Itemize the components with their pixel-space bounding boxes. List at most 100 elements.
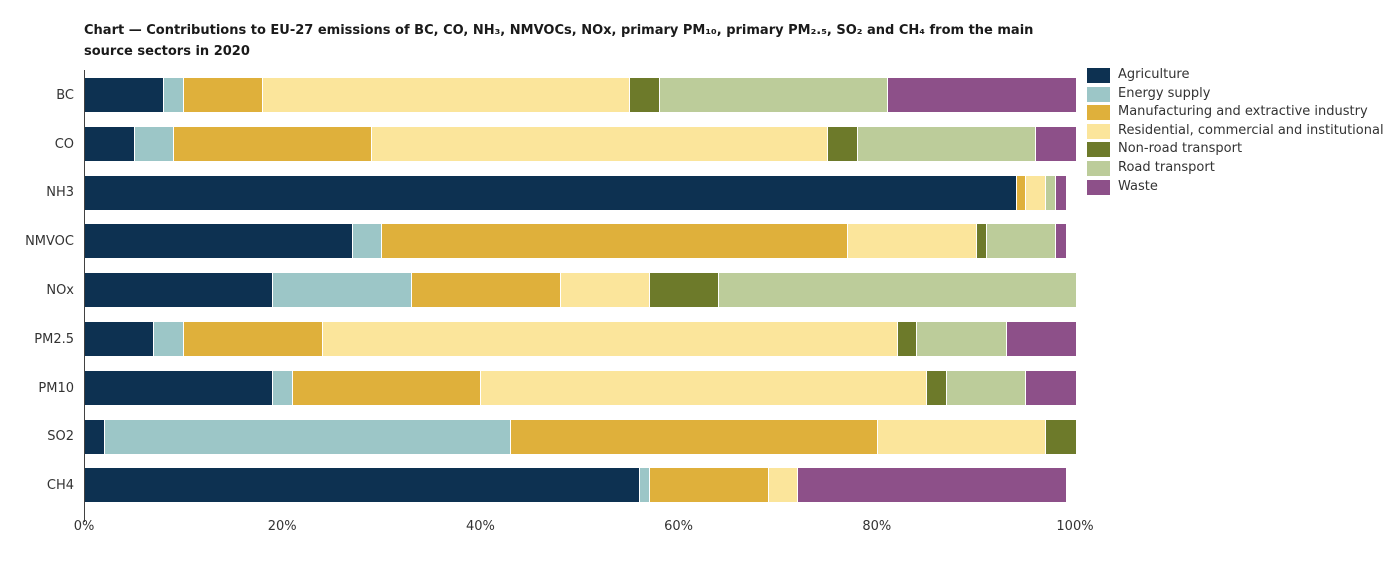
- bar-segment-co-road-transport[interactable]: [857, 126, 1037, 161]
- legend-swatch-energy-supply: [1087, 86, 1110, 102]
- legend-swatch-manufacturing-and-extractive-industry: [1087, 105, 1110, 121]
- bar-segment-nmvoc-waste[interactable]: [1056, 224, 1067, 259]
- bar-segment-bc-manufacturing-and-extractive-industry[interactable]: [184, 78, 264, 112]
- bar-segment-pm10-waste[interactable]: [1026, 370, 1076, 405]
- bar-segment-nox-agriculture[interactable]: [85, 273, 274, 308]
- bar-segment-bc-agriculture[interactable]: [85, 78, 165, 112]
- bar-row-ch4: CH4: [47, 461, 1075, 510]
- y-axis-label-nox: NOx: [46, 283, 74, 299]
- bar-segment-nh3-residential-commercial-and-institutional[interactable]: [1026, 175, 1047, 210]
- bar-row-co: CO: [55, 120, 1076, 169]
- x-axis-tick-label-0: 0%: [73, 519, 95, 534]
- legend-label-non-road-transport: Non-road transport: [1118, 141, 1243, 157]
- bar-segment-nh3-waste[interactable]: [1056, 175, 1067, 210]
- bar-segment-pm10-residential-commercial-and-institutional[interactable]: [481, 370, 928, 405]
- bar-segment-bc-waste[interactable]: [887, 78, 1076, 112]
- stacked-bar-pm10: [85, 370, 1076, 405]
- legend-item-residential-commercial-and-institutional[interactable]: Residential, commercial and institutiona…: [1087, 122, 1387, 141]
- bar-segment-so2-manufacturing-and-extractive-industry[interactable]: [511, 419, 878, 454]
- bar-segment-nox-non-road-transport[interactable]: [649, 273, 720, 308]
- bar-segment-bc-non-road-transport[interactable]: [630, 78, 660, 112]
- legend-swatch-road-transport: [1087, 160, 1110, 176]
- legend-label-agriculture: Agriculture: [1118, 67, 1190, 82]
- bar-segment-pm10-non-road-transport[interactable]: [927, 370, 948, 405]
- legend-item-manufacturing-and-extractive-industry[interactable]: Manufacturing and extractive industry: [1087, 103, 1387, 122]
- legend-item-non-road-transport[interactable]: Non-road transport: [1087, 140, 1387, 159]
- bar-segment-co-waste[interactable]: [1036, 126, 1076, 161]
- legend-item-road-transport[interactable]: Road transport: [1087, 159, 1387, 178]
- y-axis-label-bc: BC: [56, 87, 74, 103]
- bar-segment-nmvoc-manufacturing-and-extractive-industry[interactable]: [382, 224, 849, 259]
- bar-segment-ch4-agriculture[interactable]: [85, 468, 640, 503]
- bar-segment-bc-energy-supply[interactable]: [164, 78, 185, 112]
- bar-segment-nmvoc-road-transport[interactable]: [986, 224, 1057, 259]
- stacked-bar-nox: [85, 273, 1076, 308]
- bar-segment-so2-residential-commercial-and-institutional[interactable]: [877, 419, 1047, 454]
- x-axis-tick-label-60: 60%: [664, 519, 694, 534]
- bar-segment-pm2-5-road-transport[interactable]: [917, 321, 1007, 356]
- bar-segment-so2-non-road-transport[interactable]: [1046, 419, 1076, 454]
- legend-swatch-waste: [1087, 179, 1110, 195]
- bar-segment-pm10-agriculture[interactable]: [85, 370, 274, 405]
- bar-segment-so2-agriculture[interactable]: [85, 419, 105, 454]
- legend-item-agriculture[interactable]: Agriculture: [1087, 66, 1387, 85]
- bar-segment-nh3-manufacturing-and-extractive-industry[interactable]: [1016, 175, 1027, 210]
- stacked-bar-pm2-5: [85, 321, 1076, 356]
- stacked-bar-nh3: [85, 175, 1076, 210]
- bar-segment-co-manufacturing-and-extractive-industry[interactable]: [174, 126, 373, 161]
- bar-segment-nmvoc-agriculture[interactable]: [85, 224, 353, 259]
- x-axis-tick-label-20: 20%: [267, 519, 297, 534]
- bar-segment-co-non-road-transport[interactable]: [828, 126, 858, 161]
- bar-segment-pm10-road-transport[interactable]: [947, 370, 1027, 405]
- bar-segment-co-residential-commercial-and-institutional[interactable]: [372, 126, 829, 161]
- bar-segment-nox-energy-supply[interactable]: [273, 273, 413, 308]
- bar-segment-co-agriculture[interactable]: [85, 126, 135, 161]
- bar-segment-ch4-energy-supply[interactable]: [639, 468, 650, 503]
- bar-segment-pm2-5-energy-supply[interactable]: [154, 321, 185, 356]
- legend-item-energy-supply[interactable]: Energy supply: [1087, 85, 1387, 104]
- bar-segment-ch4-residential-commercial-and-institutional[interactable]: [768, 468, 799, 503]
- x-axis-tick-label-40: 40%: [465, 519, 495, 534]
- legend-label-manufacturing-and-extractive-industry: Manufacturing and extractive industry: [1118, 104, 1368, 120]
- stacked-bar-bc: [85, 78, 1076, 112]
- bar-segment-bc-road-transport[interactable]: [659, 78, 888, 112]
- bar-row-pm2-5: PM2.5: [34, 315, 1076, 364]
- bar-segment-bc-residential-commercial-and-institutional[interactable]: [263, 78, 630, 112]
- legend-item-waste[interactable]: Waste: [1087, 178, 1387, 197]
- bar-segment-pm2-5-waste[interactable]: [1006, 321, 1076, 356]
- bar-row-nox: NOx: [46, 266, 1076, 315]
- bar-segment-nmvoc-residential-commercial-and-institutional[interactable]: [848, 224, 977, 259]
- chart-title: Chart — Contributions to EU-27 emissions…: [84, 23, 1034, 60]
- y-axis-label-so2: SO2: [47, 429, 74, 445]
- bar-segment-pm2-5-residential-commercial-and-institutional[interactable]: [322, 321, 898, 356]
- legend-swatch-non-road-transport: [1087, 142, 1110, 158]
- bar-segment-pm2-5-agriculture[interactable]: [85, 321, 155, 356]
- bar-segment-pm10-manufacturing-and-extractive-industry[interactable]: [293, 370, 482, 405]
- bar-segment-pm2-5-manufacturing-and-extractive-industry[interactable]: [184, 321, 323, 356]
- bar-segment-nox-road-transport[interactable]: [719, 273, 1076, 308]
- legend-label-residential-commercial-and-institutional: Residential, commercial and institutiona…: [1118, 122, 1384, 138]
- bar-segment-nox-residential-commercial-and-institutional[interactable]: [560, 273, 650, 308]
- bar-segment-nox-manufacturing-and-extractive-industry[interactable]: [412, 273, 561, 308]
- bar-segment-ch4-waste[interactable]: [798, 468, 1067, 503]
- bar-row-pm10: PM10: [38, 364, 1076, 413]
- bar-segment-ch4-manufacturing-and-extractive-industry[interactable]: [649, 468, 769, 503]
- bar-segment-nmvoc-energy-supply[interactable]: [352, 224, 383, 259]
- legend-label-waste: Waste: [1118, 178, 1158, 194]
- bar-segment-pm2-5-non-road-transport[interactable]: [897, 321, 918, 356]
- x-axis-tick-label-100: 100%: [1056, 519, 1094, 534]
- y-axis-line: [84, 70, 85, 522]
- bar-segment-nh3-agriculture[interactable]: [85, 175, 1017, 210]
- y-axis-label-co: CO: [54, 136, 74, 152]
- legend-swatch-agriculture: [1087, 68, 1110, 83]
- bar-row-nmvoc: NMVOC: [25, 217, 1075, 266]
- bar-row-bc: BC: [56, 71, 1076, 120]
- bar-segment-so2-energy-supply[interactable]: [104, 419, 512, 454]
- y-axis-label-nmvoc: NMVOC: [25, 234, 74, 250]
- bar-segment-nmvoc-non-road-transport[interactable]: [976, 224, 987, 259]
- legend-swatch-residential-commercial-and-institutional: [1087, 123, 1110, 139]
- bar-segment-nh3-road-transport[interactable]: [1046, 175, 1057, 210]
- bar-segment-pm10-energy-supply[interactable]: [273, 370, 294, 405]
- bar-segment-co-energy-supply[interactable]: [134, 126, 175, 161]
- stacked-bar-so2: [85, 419, 1076, 454]
